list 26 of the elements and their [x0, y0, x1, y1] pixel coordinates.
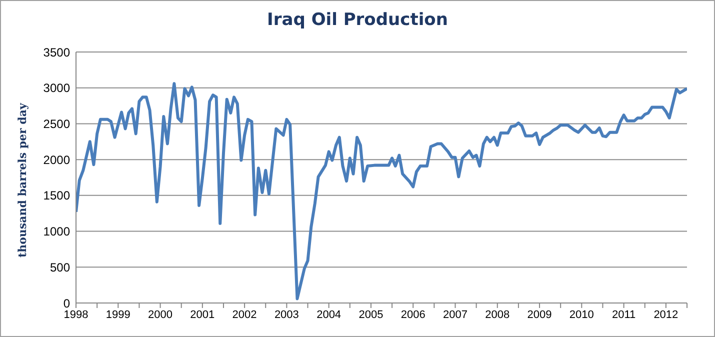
y-tick-label: 500: [50, 260, 70, 274]
y-tick-label: 1000: [43, 224, 70, 239]
y-tick-label: 2000: [43, 152, 70, 167]
x-tick-label: 2006: [400, 308, 426, 321]
x-tick-label: 2004: [316, 308, 342, 321]
y-tick-label: 2500: [43, 116, 70, 131]
x-tick-label: 2007: [443, 308, 468, 321]
x-tick-label: 2011: [612, 308, 636, 321]
x-tick-label: 1998: [64, 308, 88, 321]
y-tick-label: 0: [63, 296, 70, 310]
chart-title: Iraq Oil Production: [266, 10, 449, 30]
x-tick-label: 2008: [485, 308, 510, 321]
x-tick-label: 2000: [148, 308, 173, 321]
x-tick-label: 2009: [527, 308, 552, 321]
x-tick-label: 1999: [106, 308, 130, 321]
line-series: [76, 82, 687, 300]
x-tick-label: 2005: [358, 308, 384, 321]
x-tick-label: 2001: [190, 308, 215, 321]
y-tick-label: 3000: [43, 81, 70, 96]
x-tick-label: 2002: [232, 308, 257, 321]
x-tick-label: 2003: [274, 308, 299, 321]
y-tick-label: 1500: [43, 188, 70, 203]
y-tick-label: 3500: [43, 45, 70, 60]
x-tick-label: 2010: [569, 308, 594, 321]
y-axis-title: thousand barrels per day: [16, 102, 29, 258]
x-tick-label: 2012: [654, 308, 678, 321]
